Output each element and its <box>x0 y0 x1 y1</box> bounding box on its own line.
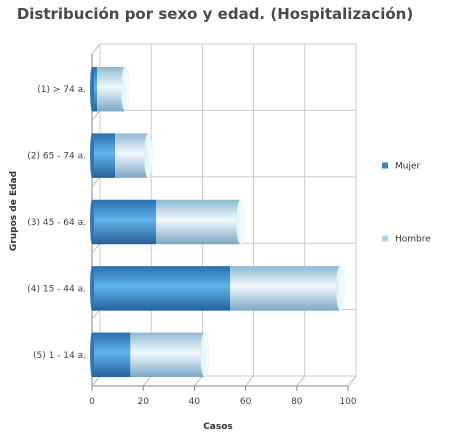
legend: Mujer Hombre <box>382 162 431 245</box>
y-grid-wall <box>91 176 101 188</box>
bar-start-cap <box>90 66 94 112</box>
bar-end-cap <box>144 133 153 179</box>
x-grid-floor <box>347 375 357 387</box>
y-grid-wall <box>91 43 101 55</box>
bar-mujer <box>92 332 131 378</box>
y-grid-wall <box>91 375 101 387</box>
legend-label-mujer: Mujer <box>395 162 421 172</box>
x-grid-floor <box>142 375 152 387</box>
bar-end-cap <box>121 66 130 112</box>
y-grid-wall <box>91 110 101 121</box>
bar-mujer <box>92 199 156 245</box>
bar-start-cap <box>90 266 94 311</box>
x-axis-title: Casos <box>203 422 233 432</box>
bar-end-cap <box>336 265 345 311</box>
y-tick-label: (4) 15 - 44 a. <box>27 284 86 294</box>
legend-swatch-mujer <box>382 162 388 169</box>
x-tick-label: 0 <box>89 397 95 407</box>
x-grid-floor <box>296 375 306 387</box>
bar-hombre <box>230 266 341 311</box>
x-tick-label: 100 <box>339 397 356 407</box>
y-grid-wall <box>91 309 101 320</box>
axis-labels: Casos Grupos de Edad 0 20 40 60 80 100 (1) > 7… <box>9 85 357 432</box>
bar-start-cap <box>90 332 94 378</box>
x-tick-label: 40 <box>189 397 201 407</box>
x-grid-floor <box>245 375 254 387</box>
bars <box>90 66 345 378</box>
chart-title: Distribución por sexo y edad. (Hospitali… <box>16 5 414 23</box>
y-tick-label: (3) 45 - 64 a. <box>27 218 86 228</box>
bar-hombre <box>115 133 149 178</box>
bar-mujer <box>92 66 98 112</box>
bar-hombre <box>97 66 126 112</box>
bar-mujer <box>92 266 231 311</box>
x-tick-label: 80 <box>291 397 303 407</box>
bar-start-cap <box>90 133 94 178</box>
y-tick-label: (5) 1 - 14 a. <box>33 351 86 361</box>
x-grid-floor <box>194 375 203 387</box>
y-axis-title: Grupos de Edad <box>9 171 19 251</box>
bar-end-cap <box>236 199 245 245</box>
y-tick-label: (2) 65 - 74 a. <box>27 152 86 162</box>
y-grid-wall <box>91 242 101 254</box>
bar-mujer <box>92 133 116 178</box>
bar-hombre <box>130 332 205 378</box>
x-tick-label: 60 <box>240 397 252 407</box>
legend-label-hombre: Hombre <box>395 235 431 245</box>
x-tick-label: 20 <box>137 397 149 407</box>
bar-hombre <box>156 199 241 245</box>
bar-end-cap <box>200 332 209 378</box>
legend-swatch-hombre <box>382 235 388 242</box>
y-tick-label: (1) > 74 a. <box>37 85 86 95</box>
bar-start-cap <box>90 199 94 245</box>
